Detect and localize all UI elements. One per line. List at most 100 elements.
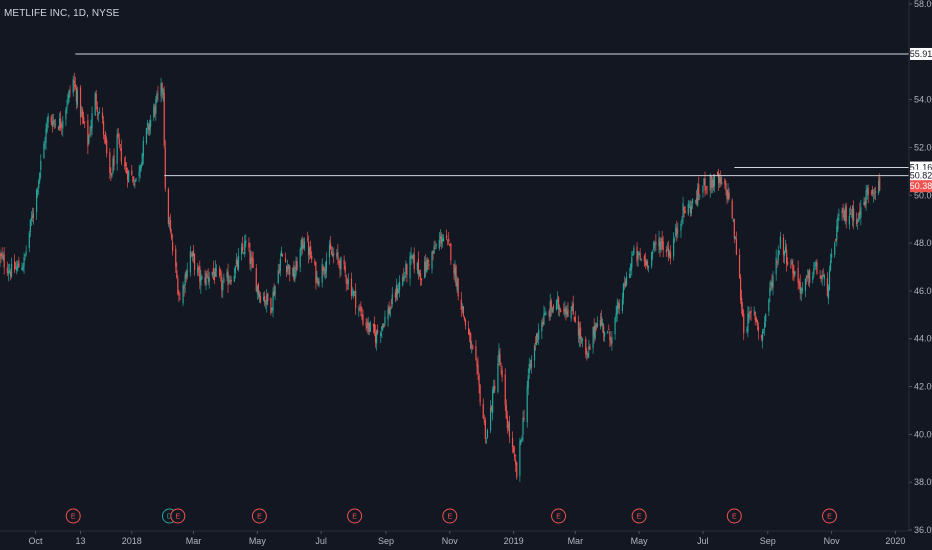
- earnings-marker[interactable]: E: [726, 508, 742, 524]
- candle: [798, 278, 800, 289]
- candle-body: [593, 326, 595, 336]
- candle: [696, 190, 698, 206]
- candle: [233, 267, 235, 283]
- candle-body: [9, 271, 12, 277]
- candle-body: [640, 258, 642, 261]
- candle-body: [391, 294, 393, 304]
- candle-body: [229, 280, 231, 282]
- candle: [690, 201, 693, 217]
- candle: [273, 283, 275, 297]
- candle: [201, 274, 203, 281]
- candle: [105, 131, 107, 145]
- candle: [440, 232, 443, 250]
- candle-body: [271, 307, 273, 311]
- candle: [212, 260, 214, 281]
- candle-body: [864, 201, 866, 207]
- candle: [838, 208, 840, 221]
- candle-body: [141, 153, 143, 166]
- earnings-marker[interactable]: E: [170, 508, 186, 524]
- candle-body: [212, 268, 214, 274]
- earnings-marker[interactable]: E: [65, 508, 81, 524]
- event-ring: [65, 508, 81, 524]
- candle-body: [507, 425, 509, 428]
- candle: [541, 319, 543, 340]
- candle-body: [676, 228, 678, 235]
- candle: [30, 211, 32, 227]
- candle: [632, 250, 634, 257]
- candle-body: [516, 462, 518, 478]
- time-axis[interactable]: Oct 13 2018 Mar May Jul Sep Nov 2019 Mar May Jul Sep…: [29, 531, 906, 546]
- candle-body: [39, 172, 41, 182]
- candle-body: [199, 266, 201, 283]
- candle-body: [850, 216, 853, 218]
- candle-body: [549, 301, 551, 318]
- candle-body: [604, 332, 606, 337]
- candle-body: [411, 256, 413, 257]
- candle: [677, 222, 679, 239]
- earnings-marker[interactable]: E: [251, 508, 267, 524]
- candle: [617, 300, 619, 314]
- candle: [485, 437, 488, 445]
- candle: [754, 310, 756, 326]
- candle: [189, 245, 191, 277]
- candle-body: [447, 240, 449, 242]
- earnings-marker[interactable]: E: [822, 508, 838, 524]
- candle: [351, 287, 354, 297]
- candle-body: [8, 270, 11, 273]
- candle-body: [453, 263, 455, 274]
- candle: [595, 322, 597, 331]
- candle: [262, 292, 265, 302]
- candle: [118, 133, 120, 149]
- candle-body: [757, 326, 759, 332]
- candle-body: [351, 292, 354, 294]
- candle-body: [765, 314, 767, 322]
- candle: [223, 273, 225, 284]
- candle-body: [675, 227, 677, 237]
- candle-body: [206, 274, 208, 275]
- candle: [433, 240, 435, 254]
- candle-body: [68, 90, 70, 99]
- earnings-marker[interactable]: E: [631, 508, 647, 524]
- candle-body: [815, 261, 817, 267]
- candle-body: [426, 260, 428, 273]
- candle: [836, 219, 838, 247]
- candle-body: [644, 259, 647, 266]
- candle-body: [724, 179, 726, 185]
- candle: [749, 310, 751, 320]
- candle-body: [477, 364, 479, 374]
- candle-body: [43, 143, 45, 159]
- candle: [43, 140, 45, 159]
- candle: [213, 268, 216, 285]
- candle: [849, 205, 852, 215]
- candle: [850, 209, 853, 218]
- candle: [281, 253, 284, 258]
- candle: [646, 259, 649, 271]
- x-tick-label: Oct: [29, 536, 44, 546]
- candle-body: [98, 112, 100, 114]
- candle-body: [18, 260, 20, 268]
- earnings-marker[interactable]: E: [551, 508, 567, 524]
- candle-body: [343, 259, 345, 265]
- candle: [294, 266, 296, 283]
- candle-body: [214, 267, 217, 277]
- candle-body: [786, 249, 788, 264]
- candle-body: [95, 93, 97, 106]
- earnings-marker[interactable]: E: [442, 508, 458, 524]
- candle-body: [563, 309, 565, 312]
- candle-body: [567, 309, 569, 317]
- candle: [545, 311, 547, 316]
- candle-body: [571, 306, 573, 311]
- candle-body: [761, 331, 764, 341]
- candle-body: [489, 408, 492, 431]
- candle-body: [220, 274, 222, 276]
- candle-body: [631, 257, 633, 268]
- candle: [806, 269, 809, 282]
- candle-body: [150, 119, 152, 128]
- candle: [529, 359, 531, 371]
- candle-body: [60, 118, 62, 129]
- candle-body: [791, 261, 793, 265]
- candle: [508, 415, 511, 443]
- event-ring: [347, 508, 363, 524]
- earnings-marker[interactable]: E: [347, 508, 363, 524]
